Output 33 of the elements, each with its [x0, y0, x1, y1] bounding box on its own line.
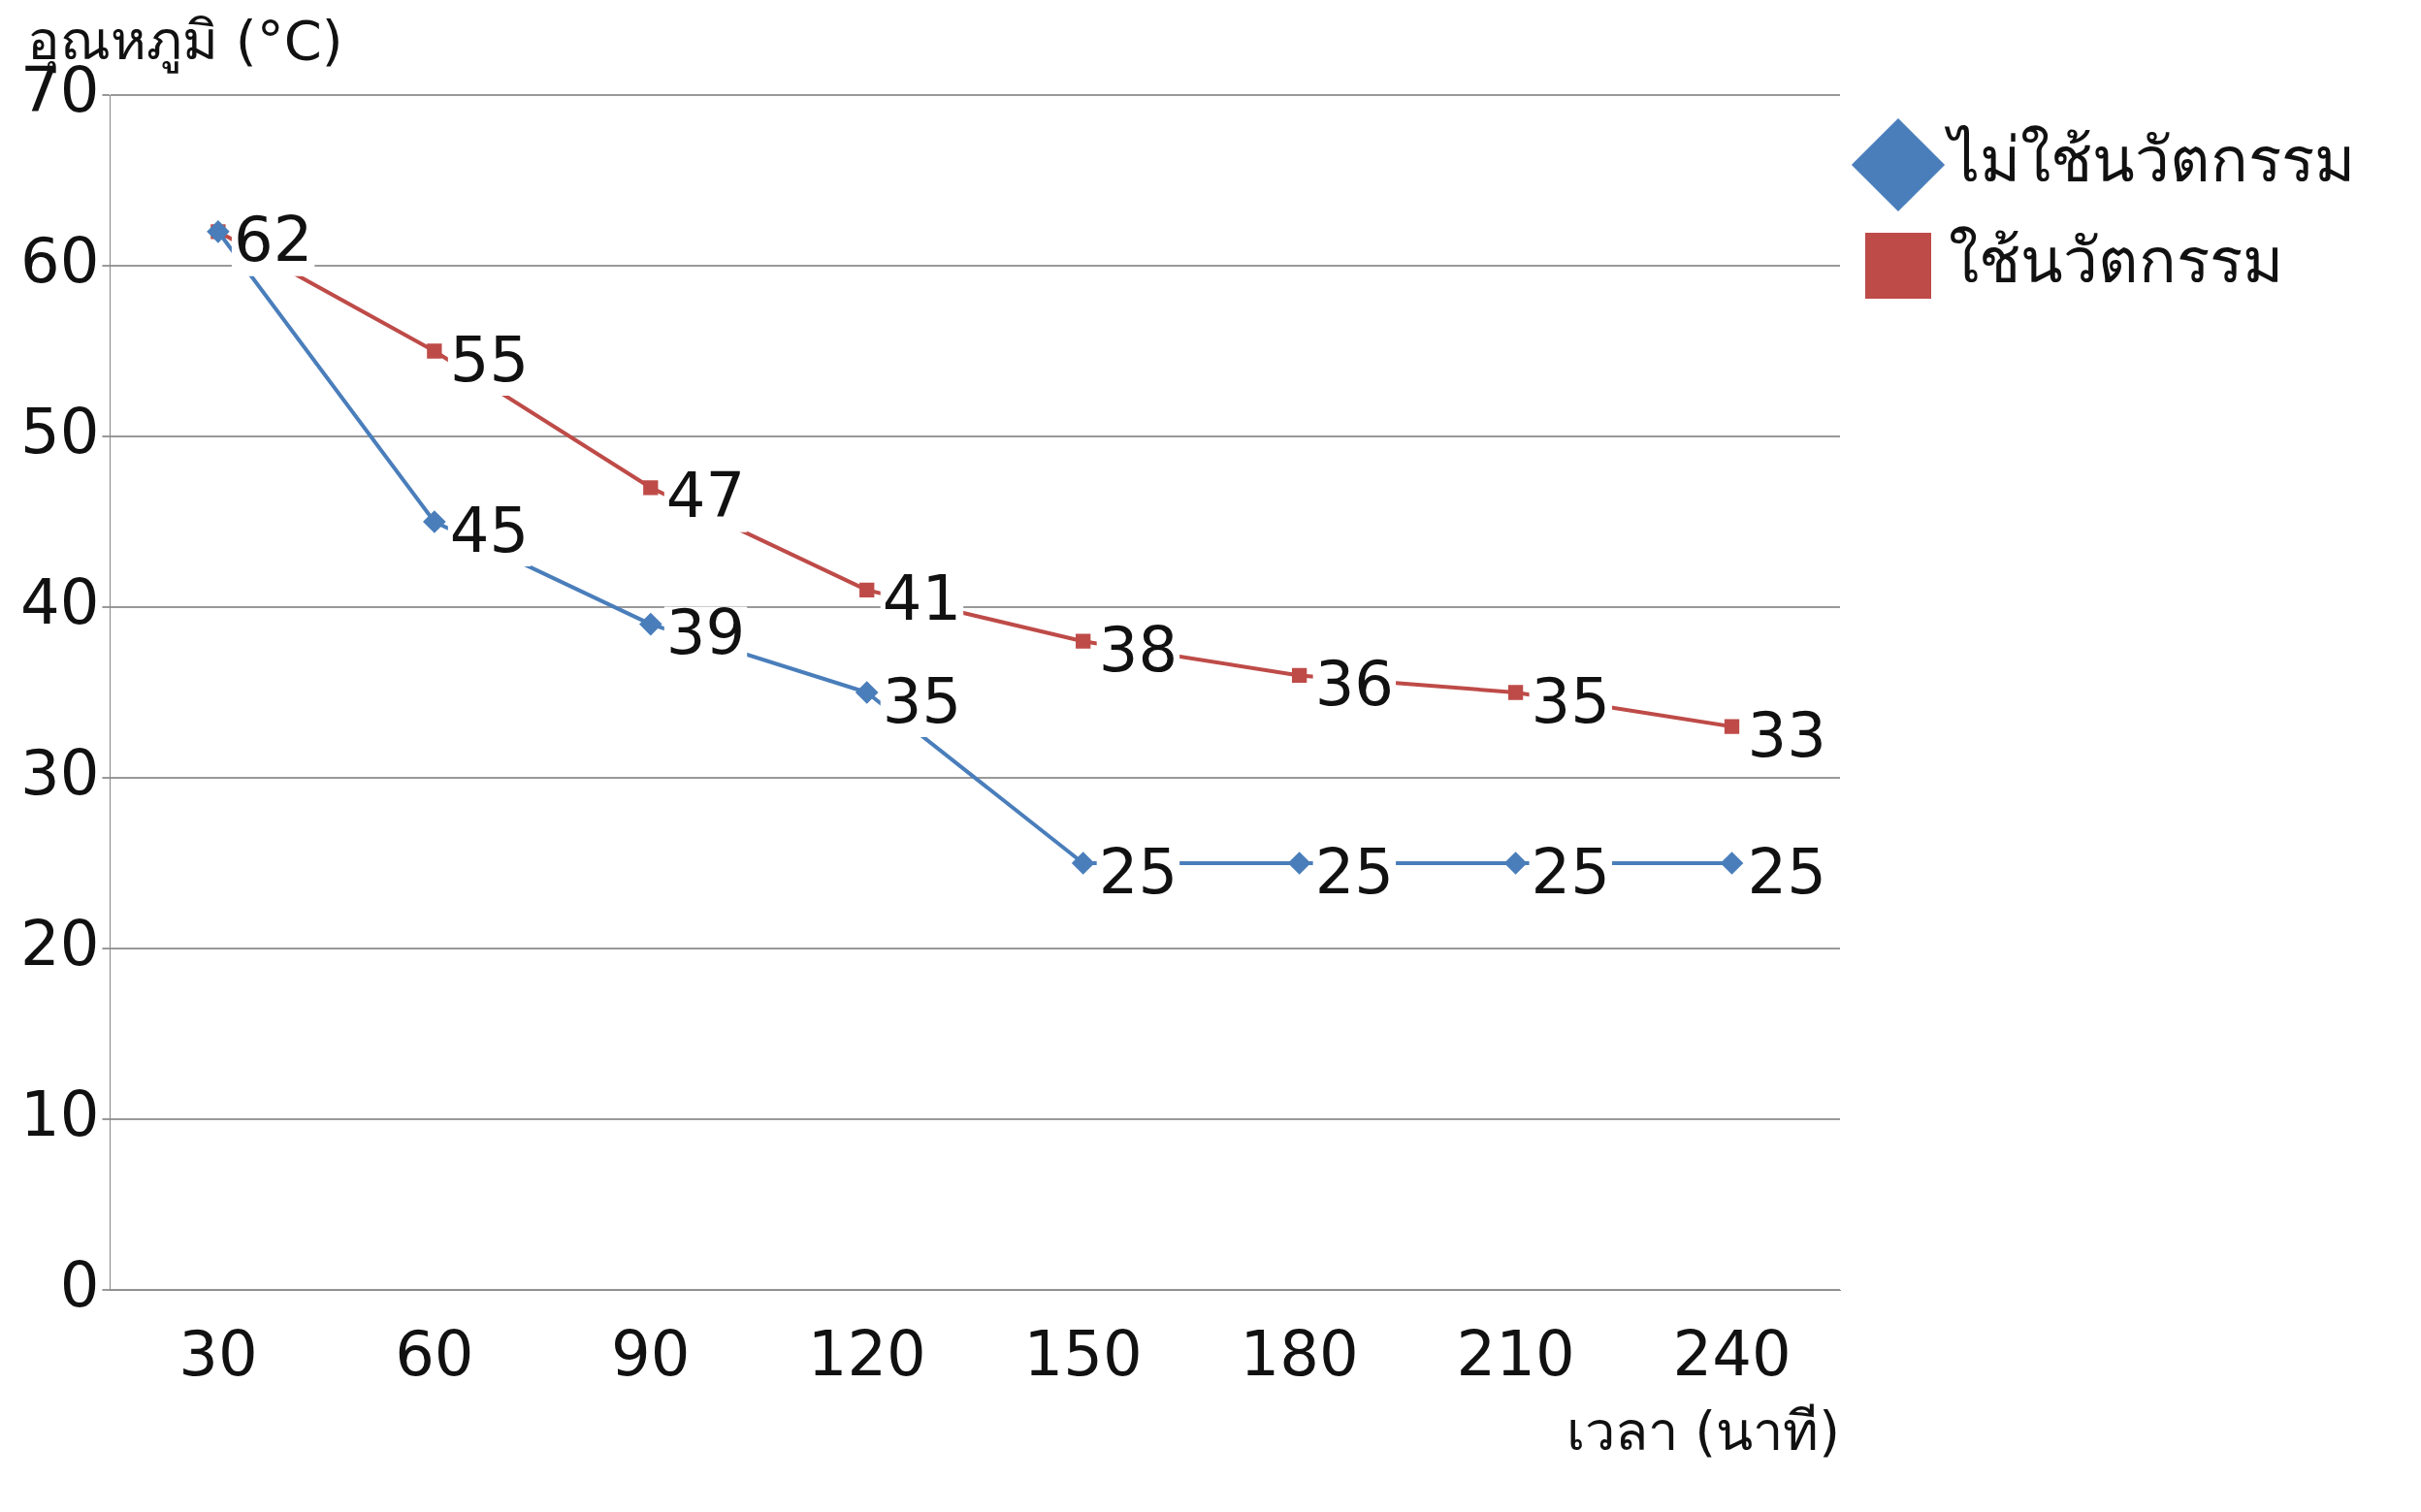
x-tick-label: 210	[1456, 1318, 1575, 1391]
y-tick-label: 20	[20, 907, 100, 980]
data-label: 25	[1747, 835, 1826, 908]
data-label: 55	[449, 323, 530, 396]
data-label: 45	[449, 494, 530, 566]
data-label: 39	[665, 596, 746, 669]
y-tick-label: 60	[20, 224, 100, 297]
data-label: 25	[1314, 835, 1395, 908]
x-tick-label: 90	[611, 1318, 691, 1391]
y-tick-label: 40	[20, 565, 100, 638]
y-tick-label: 10	[20, 1078, 100, 1150]
x-tick-label: 240	[1672, 1318, 1792, 1391]
data-label: 38	[1098, 613, 1178, 686]
y-tick-label: 30	[20, 736, 100, 809]
data-label: 25	[1531, 835, 1611, 908]
x-axis-title: เวลา (นาที)	[1566, 1399, 1840, 1463]
y-tick-label: 0	[59, 1248, 100, 1321]
y-tick-label: 50	[20, 395, 100, 467]
data-label: 33	[1747, 698, 1826, 771]
x-tick-label: 180	[1240, 1318, 1359, 1391]
data-label: 47	[665, 460, 746, 532]
x-tick-label: 120	[807, 1318, 926, 1391]
data-label: 41	[882, 563, 962, 635]
data-label: 35	[1531, 664, 1611, 737]
x-tick-label: 60	[395, 1318, 474, 1391]
data-label: 25	[1098, 835, 1178, 908]
x-tick-label: 150	[1023, 1318, 1143, 1391]
data-label: 62	[233, 204, 313, 276]
data-label: 36	[1314, 648, 1395, 721]
data-label: 35	[882, 664, 962, 737]
x-tick-label: 30	[178, 1318, 258, 1391]
legend-label: ไม่ใช้นวัตกรรม	[1944, 123, 2355, 196]
legend-label: ใช้นวัตกรรม	[1949, 224, 2283, 297]
